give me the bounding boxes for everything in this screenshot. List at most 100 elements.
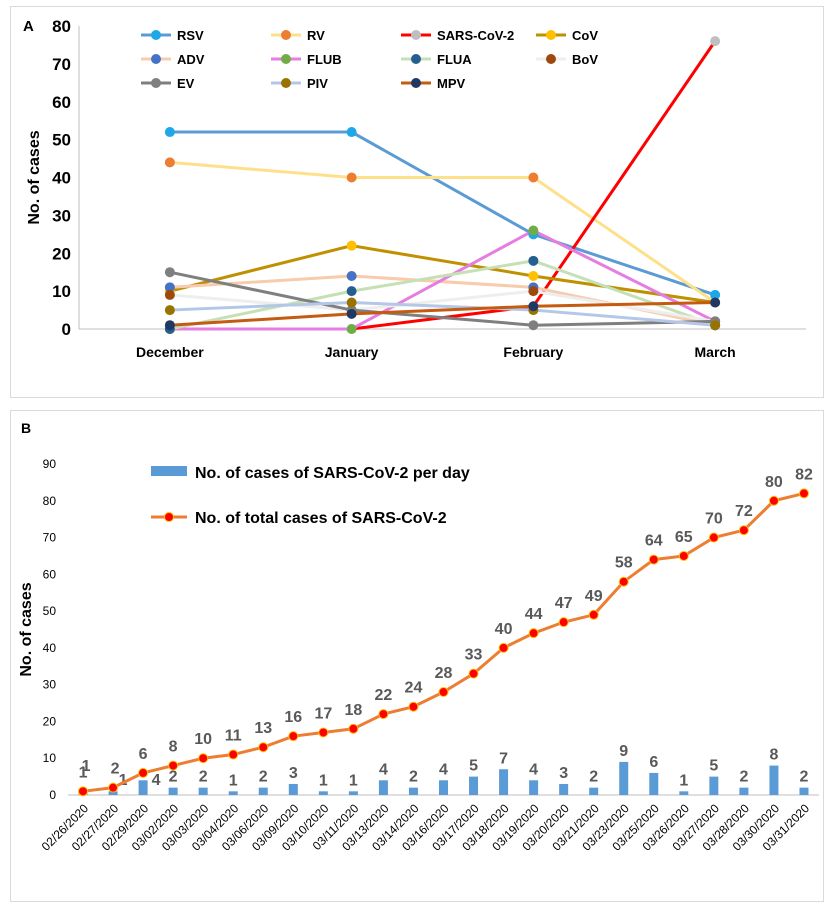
- y-tick-label: 40: [52, 169, 71, 188]
- series-line: [169, 160, 716, 304]
- data-point: [710, 36, 721, 47]
- data-point: [346, 297, 357, 308]
- x-tick-label: March: [695, 344, 736, 360]
- bar-data-label: 5: [469, 758, 478, 775]
- line-data-label: 47: [555, 595, 573, 612]
- y-axis-title: No. of cases: [18, 582, 35, 676]
- legend-label: No. of cases of SARS-CoV-2 per day: [195, 465, 470, 482]
- bar-data-label: 8: [769, 747, 778, 764]
- data-point: [798, 488, 809, 499]
- bar-data-label: 1: [319, 772, 328, 789]
- bar-data-label: 2: [589, 769, 598, 786]
- bar: [198, 787, 208, 795]
- line-data-label: 11: [225, 728, 242, 745]
- data-point: [258, 742, 269, 753]
- bar: [529, 780, 539, 795]
- y-tick-label: 0: [62, 320, 71, 339]
- bar-data-label: 1: [679, 772, 688, 789]
- bar: [288, 783, 298, 795]
- bar-data-label: 2: [169, 769, 178, 786]
- data-point: [346, 286, 357, 297]
- legend-marker: [281, 78, 291, 88]
- y-tick-label: 10: [43, 751, 57, 765]
- bar: [348, 791, 358, 795]
- legend-marker: [281, 30, 291, 40]
- data-point: [346, 270, 357, 281]
- x-tick-label: December: [136, 344, 204, 360]
- data-point: [408, 701, 419, 712]
- bar-data-label: 2: [800, 769, 809, 786]
- bar-data-label: 3: [289, 765, 298, 782]
- line-data-label: 44: [525, 606, 543, 623]
- y-tick-label: 60: [52, 93, 71, 112]
- line-data-label: 1: [79, 764, 88, 781]
- line-data-label: 18: [344, 702, 362, 719]
- legend-label: FLUA: [437, 52, 472, 67]
- data-point: [108, 782, 119, 793]
- data-point: [228, 749, 239, 760]
- line-data-label: 2: [111, 761, 120, 778]
- data-point: [648, 554, 659, 565]
- line-data-label: 24: [405, 680, 423, 697]
- bar: [739, 787, 749, 795]
- y-tick-label: 40: [43, 641, 57, 655]
- data-point: [346, 324, 357, 334]
- data-point: [348, 723, 359, 734]
- data-point: [346, 127, 357, 138]
- y-tick-label: 20: [52, 244, 71, 263]
- y-tick-label: 30: [52, 206, 71, 225]
- bar-data-label: 2: [259, 769, 268, 786]
- bar: [589, 787, 599, 795]
- y-tick-label: 10: [52, 282, 71, 301]
- bar: [619, 761, 629, 795]
- series-line: [169, 270, 716, 327]
- data-point: [468, 668, 479, 679]
- y-tick-label: 80: [52, 17, 71, 36]
- bar-data-label: 5: [709, 758, 718, 775]
- series-line: [169, 259, 716, 331]
- data-point: [346, 240, 357, 251]
- series-line: [169, 289, 716, 323]
- data-point: [346, 172, 357, 183]
- chart-a: A 0 10 20 30 40 50 60 70 80 December January Februar…: [23, 17, 806, 360]
- line-data-label: 80: [765, 474, 783, 491]
- bar-data-label: 1: [119, 772, 128, 789]
- legend-label: EV: [177, 76, 195, 91]
- data-point: [528, 628, 539, 639]
- data-point: [438, 687, 449, 698]
- series-line: [169, 244, 716, 304]
- y-tick-label: 30: [43, 678, 57, 692]
- bar-data-label: 2: [199, 769, 208, 786]
- data-point: [528, 301, 539, 312]
- data-point: [528, 172, 539, 183]
- bar-data-label: 6: [649, 754, 658, 771]
- bar: [228, 791, 238, 795]
- legend-marker: [411, 54, 421, 64]
- data-point: [708, 532, 719, 543]
- line-data-label: 28: [435, 665, 453, 682]
- bar-data-label: 7: [499, 750, 508, 767]
- series-line: [82, 491, 805, 793]
- legend-marker: [411, 78, 421, 88]
- data-point: [78, 786, 89, 797]
- bar: [408, 787, 418, 795]
- line-data-label: 64: [645, 533, 663, 550]
- line-data-label: 49: [585, 588, 603, 605]
- y-tick-label: 80: [43, 494, 57, 508]
- x-tick-label: February: [503, 344, 563, 360]
- legend-marker: [151, 54, 161, 64]
- bar: [769, 765, 779, 795]
- data-point: [498, 642, 509, 653]
- bar: [709, 776, 719, 795]
- legend-label: CoV: [572, 28, 598, 43]
- legend-label: PIV: [307, 76, 328, 91]
- y-tick-label: 70: [52, 55, 71, 74]
- bar: [499, 769, 509, 795]
- data-point: [378, 709, 389, 720]
- data-point: [678, 550, 689, 561]
- line-data-label: 8: [169, 739, 178, 756]
- legend-label: FLUB: [307, 52, 342, 67]
- legend-label: RV: [307, 28, 325, 43]
- bar-data-label: 1: [229, 772, 238, 789]
- bar: [649, 772, 659, 795]
